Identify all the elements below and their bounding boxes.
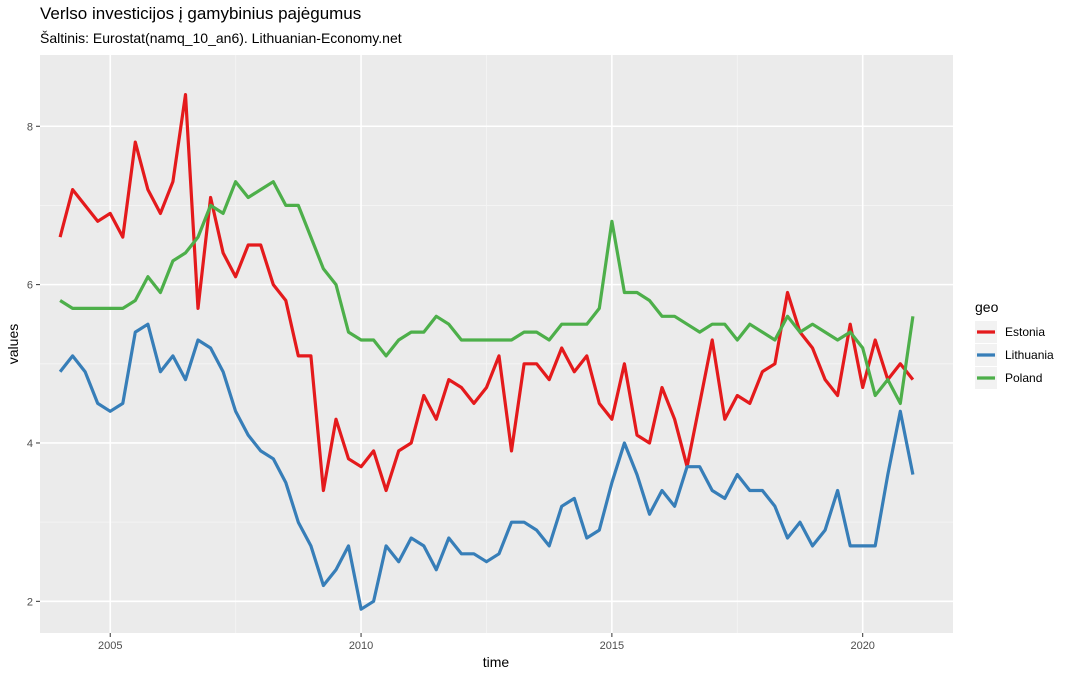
x-tick-label: 2020: [850, 640, 874, 652]
x-axis: 2005 2010 2015 2020: [98, 633, 875, 652]
chart-title: Verlso investicijos į gamybinius pajėgum…: [40, 4, 362, 23]
series-line-lithuania: [58, 322, 915, 611]
legend-label-estonia: Estonia: [1005, 325, 1045, 339]
x-tick-label: 2015: [600, 640, 624, 652]
y-axis: 2 4 6 8: [27, 121, 40, 608]
legend: geo Estonia Lithuania Poland: [975, 299, 1054, 389]
x-tick-label: 2010: [349, 640, 373, 652]
y-tick-label: 4: [27, 438, 33, 450]
legend-label-lithuania: Lithuania: [1005, 348, 1054, 362]
y-tick-label: 8: [27, 121, 33, 133]
legend-title: geo: [975, 299, 999, 315]
series-line-poland: [59, 180, 915, 405]
y-axis-title: values: [5, 324, 21, 364]
major-gridlines: [40, 55, 953, 633]
x-tick-label: 2005: [98, 640, 122, 652]
series-lines: [58, 92, 915, 611]
x-axis-title: time: [483, 654, 510, 670]
y-tick-label: 6: [27, 280, 33, 292]
y-tick-label: 2: [27, 596, 33, 608]
plot-panel: [40, 55, 953, 633]
chart-subtitle: Šaltinis: Eurostat(namq_10_an6). Lithuan…: [40, 30, 402, 46]
legend-label-poland: Poland: [1005, 371, 1042, 385]
series-line-estonia: [58, 92, 915, 493]
